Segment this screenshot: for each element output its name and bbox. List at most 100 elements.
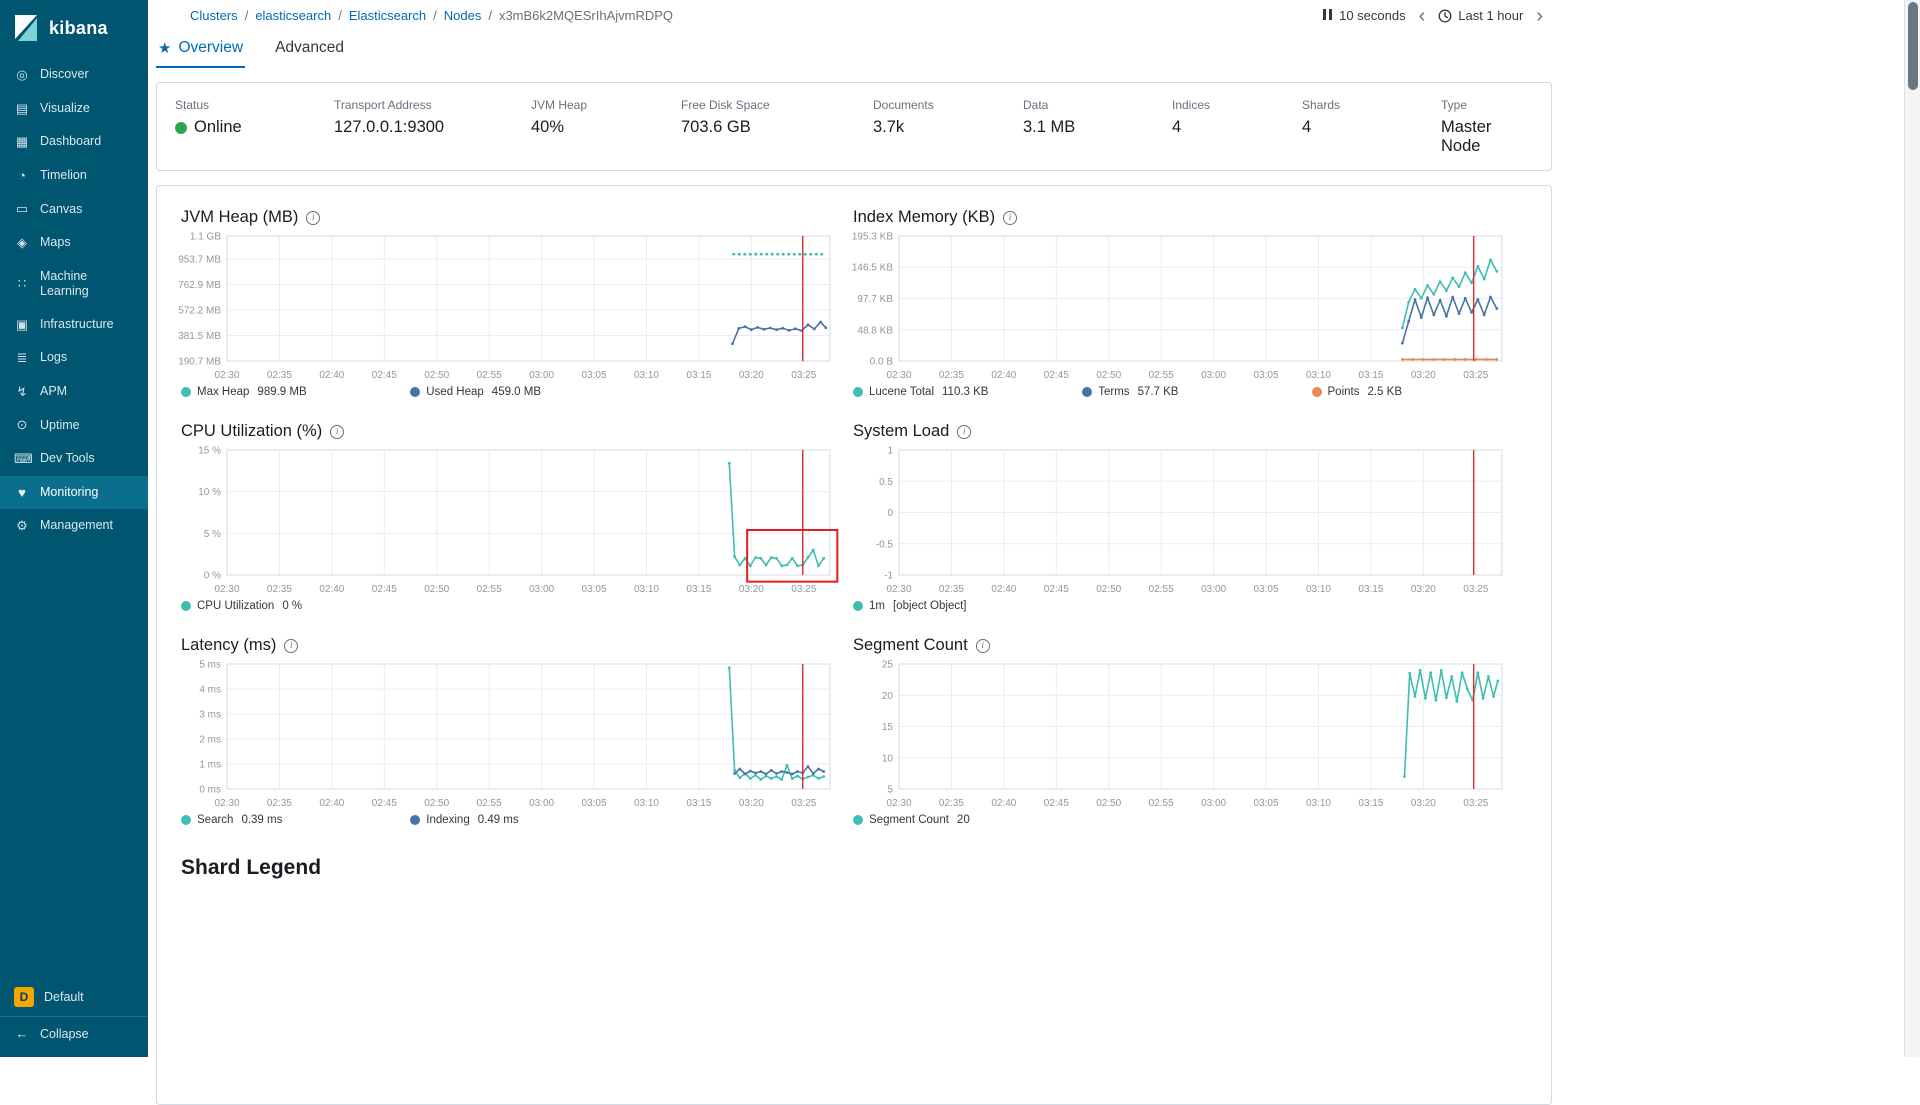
svg-text:03:05: 03:05 [1254, 370, 1279, 381]
sidebar-item-infrastructure[interactable]: ▣ Infrastructure [0, 308, 148, 342]
svg-text:0 %: 0 % [204, 571, 221, 582]
chart-plot[interactable]: 25 20 15 10 5 02:30 02:35 02:40 02:45 02:50 02:55 0… [853, 659, 1508, 811]
svg-text:03:20: 03:20 [739, 370, 764, 381]
kibana-logo-icon [15, 15, 37, 41]
info-icon[interactable]: i [1003, 210, 1018, 225]
chart-plot[interactable]: 15 % 10 % 5 % 0 % 02:30 02:35 02:40 02:45 02:50 0… [181, 445, 839, 597]
node-summary-panel: Status Online Transport Address 127.0.0.1:9… [156, 82, 1552, 171]
info-icon[interactable]: i [330, 424, 345, 439]
sidebar-item-discover[interactable]: ◎ Discover [0, 58, 148, 92]
chart-latency-ms: Latency (ms) i 5 ms 4 ms 3 ms 2 ms 1 ms 0 ms 02:… [181, 636, 836, 826]
legend-name: Points [1327, 386, 1360, 398]
chart-plot[interactable]: 5 ms 4 ms 3 ms 2 ms 1 ms 0 ms 02:30 02:35 02:40 0… [181, 659, 836, 811]
legend-item-cpu-utilization[interactable]: CPU Utilization 0 % [181, 600, 410, 612]
sidebar-collapse-button[interactable]: ← Collapse [0, 1016, 148, 1051]
sidebar-item-uptime[interactable]: ⊙ Uptime [0, 408, 148, 442]
sidebar-item-management[interactable]: ⚙ Management [0, 509, 148, 543]
breadcrumb-elasticsearch[interactable]: Elasticsearch [348, 8, 427, 23]
visualize-icon: ▤ [15, 100, 29, 116]
sidebar-item-dev-tools[interactable]: ⌨ Dev Tools [0, 442, 148, 476]
sidebar-item-label: Uptime [40, 417, 80, 432]
legend-item-max-heap[interactable]: Max Heap 989.9 MB [181, 386, 410, 398]
svg-text:03:15: 03:15 [686, 370, 711, 381]
tab-advanced[interactable]: Advanced [273, 33, 346, 68]
breadcrumb-separator: / [244, 8, 249, 23]
svg-text:02:40: 02:40 [991, 370, 1016, 381]
tab-overview[interactable]: ★ Overview [156, 33, 246, 68]
time-back-button[interactable]: ‹ [1417, 6, 1428, 26]
sidebar-item-monitoring[interactable]: ♥ Monitoring [0, 475, 148, 510]
legend-item-terms[interactable]: Terms 57.7 KB [1082, 386, 1311, 398]
sidebar-item-dashboard[interactable]: ▦ Dashboard [0, 125, 148, 159]
svg-text:0.5: 0.5 [879, 477, 893, 488]
info-icon[interactable]: i [957, 424, 972, 439]
legend-dot [853, 815, 863, 825]
legend-item-search[interactable]: Search 0.39 ms [181, 814, 410, 826]
sidebar-item-timelion[interactable]: ◔ Timelion [0, 159, 148, 193]
svg-text:190.7 MB: 190.7 MB [178, 357, 221, 368]
monitoring-icon: ♥ [18, 484, 26, 500]
stat-value-text: 703.6 GB [681, 118, 751, 136]
info-icon[interactable]: i [284, 638, 299, 653]
legend-item-lucene-total[interactable]: Lucene Total 110.3 KB [853, 386, 1082, 398]
svg-text:03:25: 03:25 [791, 584, 816, 595]
sidebar-item-canvas[interactable]: ▭ Canvas [0, 192, 148, 226]
sidebar-item-maps[interactable]: ◈ Maps [0, 226, 148, 260]
sidebar-item-visualize[interactable]: ▤ Visualize [0, 92, 148, 126]
sidebar-item-label: Maps [40, 235, 71, 250]
breadcrumb-nodes[interactable]: Nodes [443, 8, 482, 23]
legend-item-points[interactable]: Points 2.5 KB [1311, 386, 1509, 398]
svg-text:02:55: 02:55 [477, 584, 502, 595]
stat-label: Free Disk Space [681, 98, 770, 112]
legend-value: 989.9 MB [257, 386, 307, 398]
scrollbar-thumb[interactable] [1908, 2, 1918, 90]
chart-title-row: Segment Count i [853, 636, 1508, 655]
stat-jvm-heap: JVM Heap 40% [531, 98, 681, 156]
stat-value-text: 3.1 MB [1023, 118, 1076, 136]
stat-transport-address: Transport Address 127.0.0.1:9300 [334, 98, 531, 156]
chart-title: Index Memory (KB) [853, 208, 996, 226]
sidebar-item-apm[interactable]: ↯ APM [0, 375, 148, 409]
pause-refresh-button[interactable]: 10 seconds [1319, 8, 1408, 23]
kibana-logo[interactable]: kibana [0, 0, 148, 58]
sidebar-item-logs[interactable]: ≣ Logs [0, 341, 148, 375]
legend-name: 1m [869, 600, 885, 612]
chart-plot[interactable]: 1 0.5 0 -0.5 -1 02:30 02:35 02:40 02:45 02:50 02:5… [853, 445, 1508, 597]
breadcrumb-clusters[interactable]: Clusters [190, 8, 238, 23]
legend-item-used-heap[interactable]: Used Heap 459.0 MB [410, 386, 639, 398]
breadcrumb-elasticsearch[interactable]: elasticsearch [255, 8, 332, 23]
svg-text:03:15: 03:15 [1358, 798, 1383, 809]
svg-text:02:40: 02:40 [319, 370, 344, 381]
svg-text:03:15: 03:15 [1358, 370, 1383, 381]
svg-text:02:55: 02:55 [1149, 370, 1174, 381]
time-forward-button[interactable]: › [1534, 6, 1545, 26]
svg-text:97.7 KB: 97.7 KB [857, 294, 893, 305]
chart-title-row: CPU Utilization (%) i [181, 422, 836, 441]
collapse-label: Collapse [40, 1026, 89, 1041]
chart-plot[interactable]: 195.3 KB 146.5 KB 97.7 KB 48.8 KB 0.0 B 02:30… [852, 231, 1508, 383]
svg-text:5 %: 5 % [204, 529, 221, 540]
sidebar-item-label: Visualize [40, 100, 90, 115]
info-icon[interactable]: i [975, 638, 990, 653]
sidebar-item-label: Machine Learning [40, 268, 89, 298]
svg-text:2 ms: 2 ms [199, 735, 221, 746]
sidebar-item-label: Management [40, 518, 113, 533]
sidebar-item-label: Canvas [40, 201, 83, 216]
legend-name: Lucene Total [869, 386, 935, 398]
time-range-button[interactable]: Last 1 hour [1436, 8, 1525, 23]
legend-value: 0 % [282, 600, 303, 612]
chart-plot[interactable]: 1.1 GB 953.7 MB 762.9 MB 572.2 MB 381.5 MB 19… [178, 231, 836, 383]
legend-item-indexing[interactable]: Indexing 0.49 ms [410, 814, 639, 826]
sidebar-item-space-default[interactable]: D Default [0, 978, 148, 1016]
legend-item-segment-count[interactable]: Segment Count 20 [853, 814, 1082, 826]
legend-item-1m[interactable]: 1m [object Object] [853, 600, 1082, 612]
chart-title-row: Latency (ms) i [181, 636, 836, 655]
svg-text:10 %: 10 % [198, 487, 221, 498]
chart-title: CPU Utilization (%) [181, 422, 323, 440]
time-controls: 10 seconds ‹ Last 1 hour › [1319, 6, 1545, 26]
info-icon[interactable]: i [306, 210, 321, 225]
chart-title-row: JVM Heap (MB) i [181, 208, 836, 227]
svg-text:5 ms: 5 ms [199, 660, 221, 671]
svg-text:02:40: 02:40 [991, 584, 1016, 595]
sidebar-item-machine-learning[interactable]: ∷ Machine Learning [0, 260, 148, 308]
